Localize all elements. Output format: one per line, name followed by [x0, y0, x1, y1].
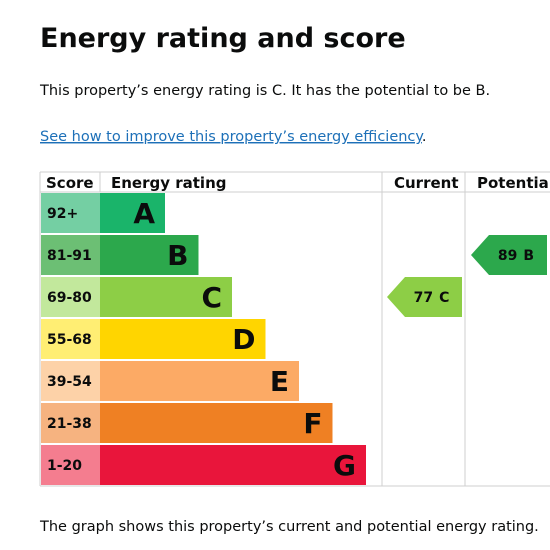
summary: This property’s energy rating is C. It h…: [39, 83, 490, 99]
rating-letter: F: [303, 407, 322, 440]
potential-rating: B: [523, 248, 534, 264]
score-cell: [41, 445, 100, 485]
rating-bar: [100, 445, 366, 485]
heading: Energy rating and score: [40, 23, 406, 54]
column-header: Score: [46, 174, 94, 192]
current-arrow: [387, 277, 462, 317]
rating-bar: [100, 319, 266, 359]
score-range: 39-54: [47, 374, 92, 390]
potential-label: 89 B: [498, 248, 534, 264]
potential-arrow: [471, 235, 547, 275]
score-cell: [41, 193, 100, 233]
score-cell: [41, 235, 100, 275]
current-rating: C: [439, 290, 449, 306]
footer: The graph shows this property’s current …: [39, 519, 539, 535]
score-cell: [41, 277, 100, 317]
score-range: 92+: [47, 206, 78, 222]
rating-bar: [100, 403, 333, 443]
rating-letter: G: [333, 449, 356, 482]
column-header: Potential: [477, 174, 550, 192]
column-header: Energy rating: [111, 174, 226, 192]
rating-letter: C: [201, 281, 222, 314]
score-cell: [41, 361, 100, 401]
score-cell: [41, 319, 100, 359]
current-label: 77 C: [414, 290, 450, 306]
score-range: 69-80: [47, 290, 92, 306]
column-header: Current: [394, 174, 459, 192]
improve-link[interactable]: See how to improve this property’s energ…: [40, 129, 424, 145]
score-cell: [41, 403, 100, 443]
rating-letter: A: [133, 197, 155, 230]
rating-bar: [100, 193, 165, 233]
rating-letter: D: [232, 323, 255, 356]
score-range: 21-38: [47, 416, 92, 432]
rating-bar: [100, 277, 232, 317]
score-range: 1-20: [47, 458, 82, 474]
link-line: See how to improve this property’s energ…: [40, 129, 427, 145]
rating-letter: B: [167, 239, 188, 272]
link-end: .: [422, 129, 427, 145]
score-range: 55-68: [47, 332, 92, 348]
potential-score: 89: [498, 248, 517, 264]
rating-letter: E: [270, 365, 289, 398]
rating-bar: [100, 361, 299, 401]
epc-table: Score Energy rating Current Potential 92+ A 81…: [39, 171, 550, 487]
rating-bar: [100, 235, 199, 275]
score-range: 81-91: [47, 248, 92, 264]
current-score: 77: [414, 290, 433, 306]
